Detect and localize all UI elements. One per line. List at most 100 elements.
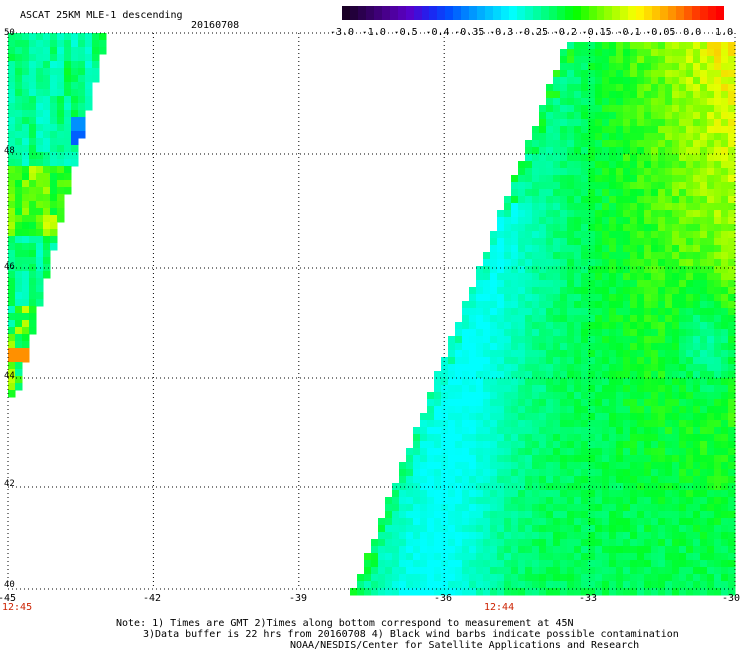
swath-cell <box>22 250 30 258</box>
swath-cell <box>651 413 659 421</box>
swath-cell <box>553 420 561 428</box>
swath-cell <box>441 525 449 533</box>
swath-cell <box>609 98 617 106</box>
swath-cell <box>616 441 624 449</box>
swath-cell <box>8 173 16 181</box>
swath-cell <box>511 357 519 365</box>
swath-cell <box>43 152 51 160</box>
swath-cell <box>595 133 603 141</box>
swath-cell <box>581 119 589 127</box>
swath-cell <box>721 371 729 379</box>
swath-cell <box>574 483 582 491</box>
swath-cell <box>707 273 715 281</box>
swath-cell <box>518 280 526 288</box>
swath-cell <box>728 434 736 442</box>
swath-cell <box>511 266 519 274</box>
swath-cell <box>29 243 37 251</box>
swath-cell <box>714 588 722 596</box>
swath-cell <box>57 61 65 69</box>
swath-cell <box>8 320 16 328</box>
swath-cell <box>22 341 30 349</box>
swath-cell <box>490 574 498 582</box>
swath-cell <box>525 280 533 288</box>
swath-cell <box>462 518 470 526</box>
swath-cell <box>672 399 680 407</box>
swath-cell <box>483 364 491 372</box>
swath-cell <box>616 210 624 218</box>
swath-cell <box>609 91 617 99</box>
swath-cell <box>637 406 645 414</box>
swath-cell <box>700 427 708 435</box>
swath-cell <box>700 336 708 344</box>
swath-cell <box>29 131 37 139</box>
swath-cell <box>623 280 631 288</box>
swath-cell <box>707 77 715 85</box>
swath-cell <box>567 532 575 540</box>
swath-cell <box>693 259 701 267</box>
swath-cell <box>637 525 645 533</box>
swath-cell <box>651 511 659 519</box>
swath-cell <box>43 243 51 251</box>
swath-cell <box>602 42 610 50</box>
swath-cell <box>686 280 694 288</box>
swath-cell <box>36 208 44 216</box>
swath-cell <box>483 553 491 561</box>
swath-cell <box>651 112 659 120</box>
swath-cell <box>658 588 666 596</box>
swath-cell <box>511 224 519 232</box>
swath-cell <box>15 222 23 230</box>
swath-cell <box>686 245 694 253</box>
swath-cell <box>455 427 463 435</box>
swath-cell <box>483 476 491 484</box>
swath-cell <box>588 448 596 456</box>
swath-cell <box>476 581 484 589</box>
swath-cell <box>8 138 16 146</box>
swath-cell <box>602 49 610 57</box>
swath-cell <box>602 406 610 414</box>
swath-cell <box>539 469 547 477</box>
swath-cell <box>476 322 484 330</box>
swath-cell <box>630 406 638 414</box>
swath-cell <box>511 399 519 407</box>
swath-cell <box>553 581 561 589</box>
swath-cell <box>637 315 645 323</box>
swath-cell <box>637 588 645 596</box>
swath-cell <box>64 89 72 97</box>
swath-cell <box>476 308 484 316</box>
swath-cell <box>78 61 86 69</box>
swath-cell <box>616 371 624 379</box>
swath-cell <box>574 119 582 127</box>
swath-cell <box>553 322 561 330</box>
swath-cell <box>36 117 44 125</box>
swath-cell <box>64 180 72 188</box>
swath-cell <box>560 56 568 64</box>
swath-cell <box>455 560 463 568</box>
swath-cell <box>476 294 484 302</box>
swath-cell <box>50 152 58 160</box>
swath-cell <box>43 208 51 216</box>
swath-cell <box>22 327 30 335</box>
swath-cell <box>609 546 617 554</box>
swath-cell <box>560 161 568 169</box>
swath-cell <box>15 103 23 111</box>
swath-cell <box>378 574 386 582</box>
swath-cell <box>441 588 449 596</box>
swath-cell <box>57 180 65 188</box>
swath-cell <box>560 553 568 561</box>
swath-cell <box>581 448 589 456</box>
swath-cell <box>679 329 687 337</box>
swath-cell <box>588 203 596 211</box>
swath-cell <box>721 161 729 169</box>
swath-cell <box>64 96 72 104</box>
swath-cell <box>581 378 589 386</box>
swath-cell <box>707 553 715 561</box>
swath-cell <box>546 427 554 435</box>
swath-cell <box>497 406 505 414</box>
swath-cell <box>50 201 58 209</box>
swath-cell <box>637 91 645 99</box>
swath-cell <box>525 343 533 351</box>
swath-cell <box>665 567 673 575</box>
swath-cell <box>560 455 568 463</box>
swath-cell <box>567 546 575 554</box>
swath-cell <box>92 68 100 76</box>
